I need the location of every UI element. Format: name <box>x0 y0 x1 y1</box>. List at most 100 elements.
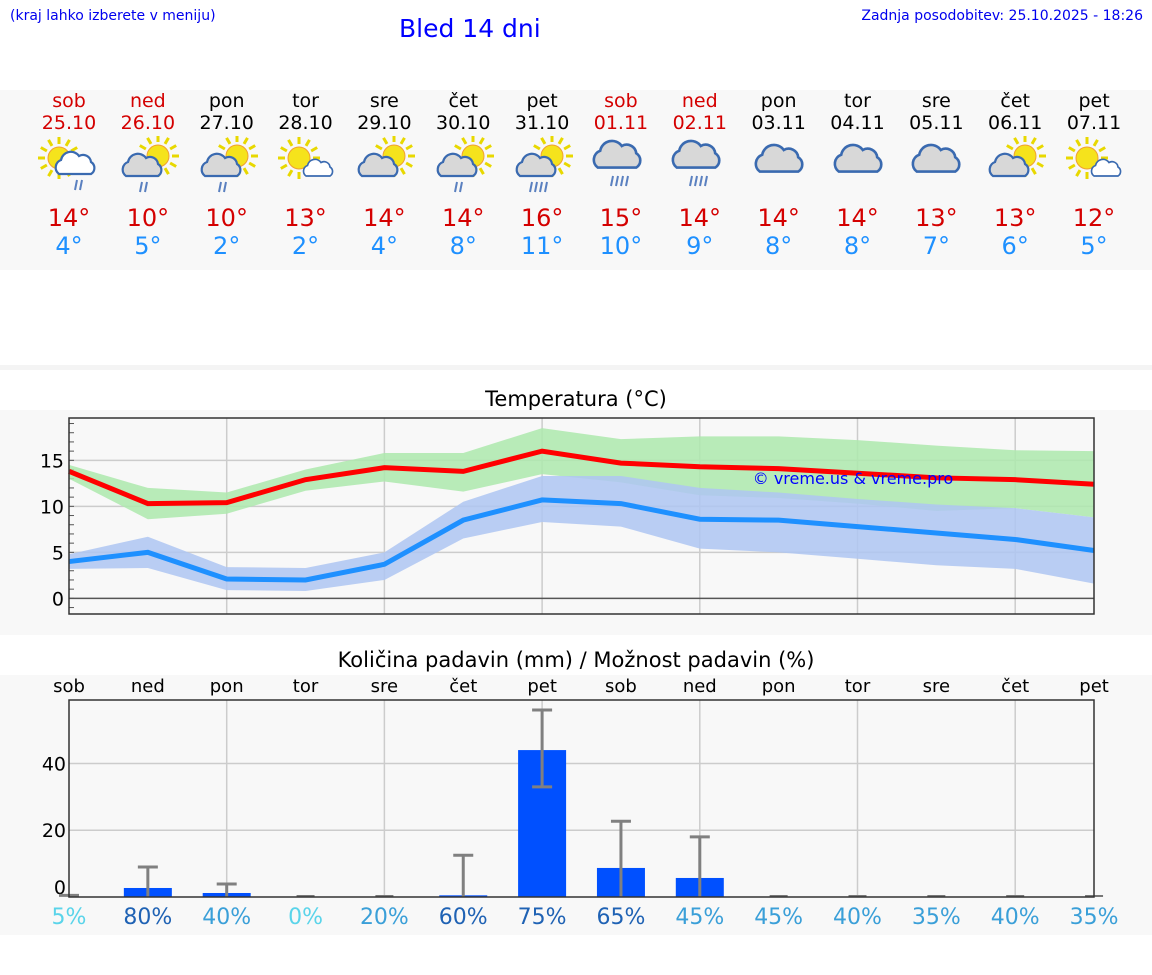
high-temp: 14° <box>441 204 485 232</box>
sun-grey-cloud-rain-icon <box>436 135 495 193</box>
precip-day-label: tor <box>292 676 319 697</box>
day-date: 30.10 <box>436 112 491 134</box>
precip-day-label: pet <box>1079 676 1109 697</box>
day-column: sre 29.10 14° 4° <box>344 90 424 260</box>
precip-probability: 5% <box>51 905 87 930</box>
day-column: sob 01.11 15° 10° <box>581 90 661 260</box>
precip-day-label: pet <box>527 676 557 697</box>
day-column: sre 05.11 13° 7° <box>896 90 976 260</box>
high-temp: 10° <box>126 204 170 232</box>
precip-probability: 40% <box>833 905 882 930</box>
high-temp: 14° <box>363 204 406 232</box>
temperature-chart-title: Temperatura (°C) <box>485 387 667 411</box>
precip-day-label: tor <box>844 676 871 697</box>
low-temp: 4° <box>370 232 399 260</box>
low-temp: 9° <box>686 232 714 260</box>
low-temp: 5° <box>134 232 162 260</box>
day-name: čet <box>1000 90 1030 112</box>
day-date: 28.10 <box>278 112 333 134</box>
day-name: čet <box>448 90 479 112</box>
precip-day-label: sob <box>605 676 637 697</box>
day-column: tor 04.11 14° 8° <box>818 90 898 260</box>
plot-frame <box>68 699 1095 898</box>
day-column: pet 31.10 16° 11° <box>502 90 582 260</box>
day-column: pet 07.11 12° 5° <box>1054 90 1134 260</box>
y-tick-label: 15 <box>40 450 64 472</box>
precipitation-chart: 0 20 40 <box>42 699 1104 899</box>
day-name: pon <box>760 90 797 112</box>
watermark: © vreme.us & vreme.pro <box>753 469 954 488</box>
divider <box>0 365 1152 370</box>
day-date: 29.10 <box>357 112 412 134</box>
precip-day-label: čet <box>1001 676 1030 697</box>
high-temp: 13° <box>284 204 327 232</box>
day-name: pet <box>1078 90 1110 112</box>
overcast-icon <box>911 143 961 173</box>
page-title: Bled 14 dni <box>399 14 541 43</box>
low-temp: 2° <box>213 232 241 260</box>
y-tick-label: 40 <box>42 753 66 775</box>
precipitation-chart-title: Količina padavin (mm) / Možnost padavin … <box>337 648 815 672</box>
high-temp: 16° <box>520 204 564 232</box>
precip-probability: 45% <box>754 905 804 930</box>
sun-grey-cloud-rain-icon <box>121 135 179 193</box>
low-temp: 8° <box>449 232 477 260</box>
precip-day-label: sre <box>922 676 951 697</box>
precip-probability: 35% <box>1069 905 1119 930</box>
precip-probability: 60% <box>438 905 488 930</box>
temperature-chart: 0 5 10 15 © vreme.us & vreme.pro <box>40 417 1095 615</box>
precip-probability: 75% <box>517 905 567 930</box>
series-max-range <box>69 428 1095 520</box>
precip-day-label: pon <box>209 676 244 697</box>
precip-day-label: sre <box>370 676 399 697</box>
series-min-line <box>68 497 1095 583</box>
day-column: ned 02.11 14° 9° <box>660 90 740 260</box>
series-min-range <box>69 475 1095 591</box>
day-name: sob <box>604 90 638 112</box>
sun-grey-cloud-heavy-rain-icon <box>515 135 574 193</box>
low-temp: 8° <box>765 232 793 260</box>
high-temp: 15° <box>599 204 643 232</box>
day-date: 26.10 <box>120 112 176 134</box>
precip-day-label: čet <box>449 676 478 697</box>
sun-small-cloud-icon <box>277 137 333 179</box>
day-date: 05.11 <box>909 112 964 134</box>
day-date: 31.10 <box>514 112 570 134</box>
high-temp: 10° <box>205 204 248 232</box>
day-name: tor <box>844 90 871 112</box>
day-column: čet 30.10 14° 8° <box>423 90 503 260</box>
series-max-line <box>68 448 1095 507</box>
day-name: ned <box>681 90 718 112</box>
last-updated: Zadnja posodobitev: 25.10.2025 - 18:26 <box>861 8 1143 24</box>
high-temp: 13° <box>915 204 958 232</box>
precip-day-label: ned <box>130 676 165 697</box>
precip-probability: 0% <box>288 905 323 930</box>
y-tick-label: 10 <box>40 496 64 518</box>
day-name: sob <box>52 90 86 112</box>
day-name: ned <box>129 90 166 112</box>
sun-grey-cloud-icon <box>358 135 416 178</box>
low-temp: 7° <box>922 232 950 260</box>
low-temp: 5° <box>1080 232 1108 260</box>
day-column: pon 03.11 14° 8° <box>739 90 819 260</box>
high-temp: 14° <box>678 204 722 232</box>
y-tick-label: 20 <box>42 820 66 842</box>
precipitation-chart-area <box>0 675 1152 935</box>
sun-cloud-light-rain-icon <box>38 137 96 191</box>
low-temp: 2° <box>291 232 320 260</box>
high-temp: 12° <box>1072 204 1116 232</box>
precip-probability: 40% <box>990 905 1040 930</box>
precip-day-label: pon <box>761 676 796 697</box>
day-date: 06.11 <box>987 112 1043 134</box>
high-temp: 14° <box>47 204 91 232</box>
day-column: sob 25.10 14° 4° <box>29 90 109 260</box>
day-name: pon <box>208 90 245 112</box>
day-date: 25.10 <box>41 112 97 134</box>
day-date: 27.10 <box>199 112 254 134</box>
sun-grey-cloud-icon <box>988 135 1047 178</box>
precip-probability: 40% <box>202 905 252 930</box>
high-temp: 14° <box>757 204 800 232</box>
day-date: 07.11 <box>1066 112 1122 134</box>
precip-probability: 45% <box>675 905 725 930</box>
day-date: 01.11 <box>593 112 649 134</box>
